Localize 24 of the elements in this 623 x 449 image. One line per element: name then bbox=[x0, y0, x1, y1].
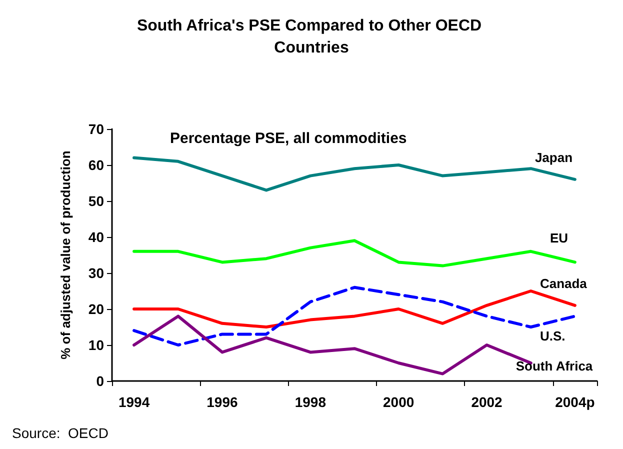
source-note: Source: OECD bbox=[12, 425, 108, 441]
x-tick-label: 2002 bbox=[471, 394, 503, 410]
series-label: EU bbox=[550, 230, 568, 246]
chart-title: South Africa's PSE Compared to Other OECD Countries bbox=[136, 18, 486, 56]
y-tick-label: 70 bbox=[88, 121, 104, 137]
y-tick-label: 50 bbox=[88, 193, 104, 209]
y-tick-label: 40 bbox=[88, 229, 104, 245]
x-tick-label: 1998 bbox=[294, 394, 326, 410]
y-tick-label: 30 bbox=[88, 265, 104, 281]
y-tick-label: 60 bbox=[88, 157, 104, 173]
y-tick-label: 20 bbox=[88, 301, 104, 317]
y-tick-label: 0 bbox=[96, 373, 104, 389]
x-tick-label: 2004p bbox=[555, 394, 595, 410]
chart-subtitle: Percentage PSE, all commodities bbox=[170, 130, 407, 147]
x-tick-label: 1996 bbox=[206, 394, 238, 410]
y-tick-label: 10 bbox=[88, 337, 104, 353]
series-label: U.S. bbox=[540, 328, 566, 344]
series-label: Japan bbox=[534, 150, 573, 165]
line-series bbox=[132, 290, 576, 328]
series-label: Canada bbox=[540, 276, 588, 291]
y-axis-title: % of adjusted value of production bbox=[58, 150, 73, 360]
x-tick-label: 1994 bbox=[118, 394, 150, 410]
series-label: South Africa bbox=[516, 358, 594, 374]
x-tick-label: 2000 bbox=[383, 394, 414, 410]
